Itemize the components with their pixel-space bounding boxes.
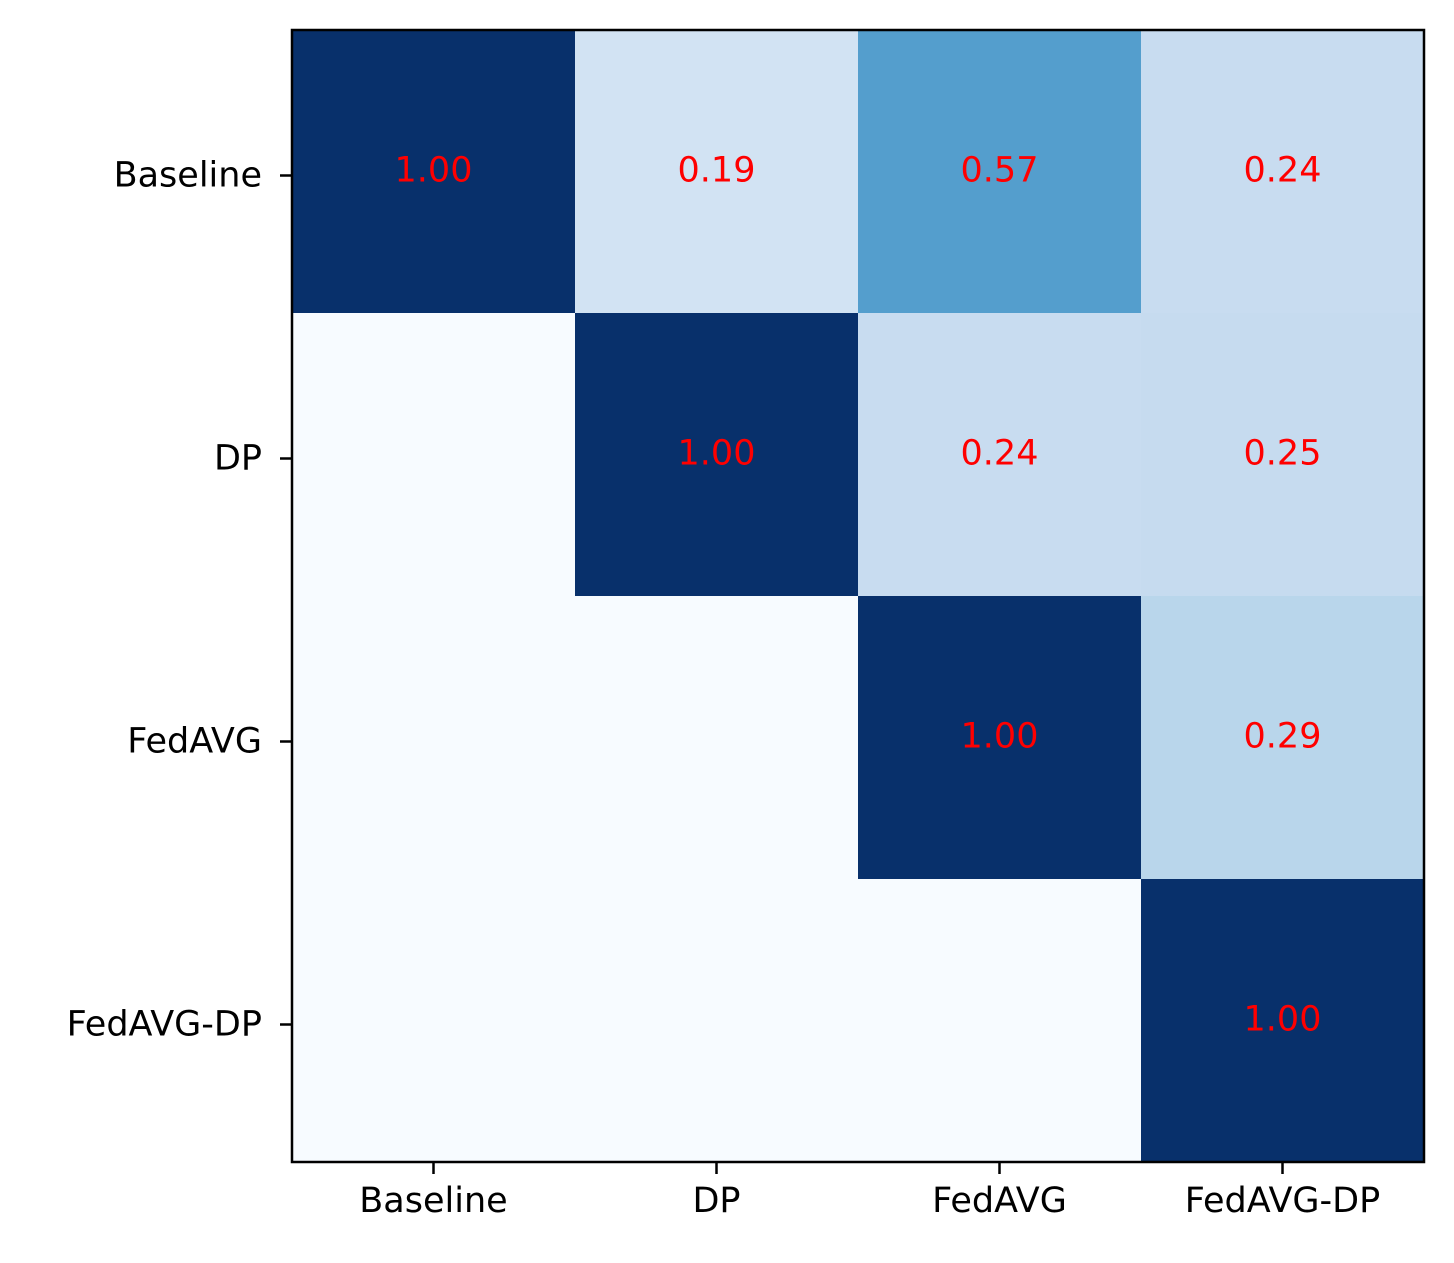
heatmap-cell-1-1 (292, 30, 576, 314)
cell-value-label: 1.00 (395, 151, 473, 191)
heatmap-cells (292, 30, 1425, 1163)
cell-value-label: 1.00 (961, 717, 1039, 757)
heatmap-cell-4-4 (1141, 879, 1425, 1163)
cell-value-label: 0.57 (961, 151, 1039, 191)
x-axis: Baseline DP FedAVG FedAVG-DP (359, 1162, 1380, 1221)
heatmap-cell-2-2 (575, 313, 859, 597)
cell-value-label: 0.24 (961, 434, 1039, 474)
y-tick-label: Baseline (114, 156, 262, 196)
heatmap-cell-labels: 1.00 0.19 0.57 0.24 1.00 0.24 0.25 1.00 0.29 1.00 (395, 151, 1322, 1040)
heatmap-cell-3-4 (1141, 596, 1425, 880)
heatmap-cell-1-4 (1141, 30, 1425, 314)
cell-value-label: 0.24 (1244, 151, 1322, 191)
heatmap-cell-4-1 (292, 879, 576, 1163)
y-tick-label: FedAVG-DP (67, 1005, 262, 1045)
y-tick-label: FedAVG (127, 722, 262, 762)
heatmap-cell-2-4 (1141, 313, 1425, 597)
x-tick-label: DP (692, 1181, 740, 1221)
y-axis: Baseline DP FedAVG FedAVG-DP (67, 156, 292, 1045)
heatmap-cell-3-2 (575, 596, 859, 880)
x-tick-label: Baseline (359, 1181, 507, 1221)
heatmap-cell-2-1 (292, 313, 576, 597)
heatmap-cell-3-1 (292, 596, 576, 880)
x-tick-label: FedAVG (932, 1181, 1067, 1221)
cell-value-label: 0.25 (1244, 434, 1322, 474)
heatmap-cell-1-2 (575, 30, 859, 314)
heatmap-cell-4-2 (575, 879, 859, 1163)
cell-value-label: 1.00 (678, 434, 756, 474)
cell-value-label: 0.29 (1244, 717, 1322, 757)
heatmap-cell-4-3 (858, 879, 1142, 1163)
heatmap-cell-2-3 (858, 313, 1142, 597)
x-tick-label: FedAVG-DP (1185, 1181, 1380, 1221)
cell-value-label: 0.19 (678, 151, 756, 191)
heatmap-cell-3-3 (858, 596, 1142, 880)
plot-frame (290, 28, 1426, 1164)
heatmap-cell-1-3 (858, 30, 1142, 314)
y-tick-label: DP (214, 439, 262, 479)
cell-value-label: 1.00 (1244, 1000, 1322, 1040)
